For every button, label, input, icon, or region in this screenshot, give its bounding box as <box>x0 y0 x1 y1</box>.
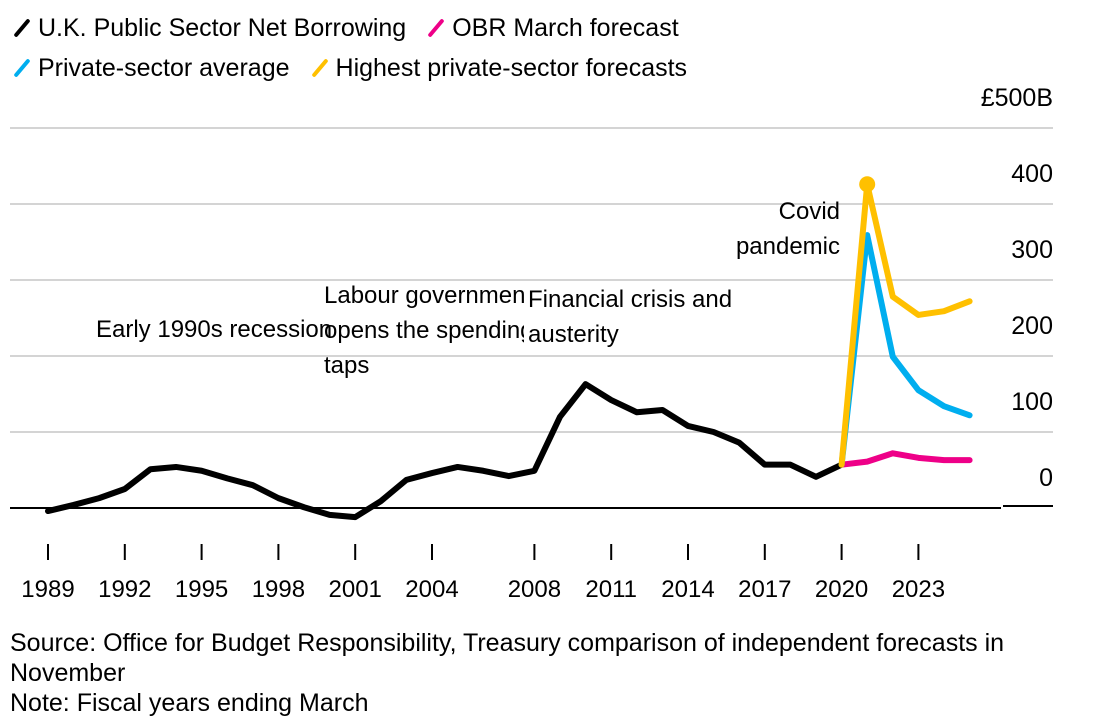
x-tick-label: 2004 <box>405 576 458 603</box>
series-line-1 <box>838 450 973 468</box>
series-marker <box>859 176 876 193</box>
y-tick-label: £500B <box>981 84 1053 112</box>
series-line-3 <box>838 181 973 468</box>
x-tick-label: 2001 <box>329 576 382 603</box>
legend-label: Private-sector average <box>38 53 290 82</box>
legend-label: Highest private-sector forecasts <box>335 53 688 82</box>
legend-item-obr: OBR March forecast <box>426 13 679 43</box>
series-line-0 <box>45 381 845 521</box>
annotation-labour: Labour government opens the spending tap… <box>324 282 534 379</box>
legend-item-borrowing: U.K. Public Sector Net Borrowing <box>12 14 406 43</box>
annotation-recession: Early 1990s recession <box>96 316 333 343</box>
x-tick-label: 1995 <box>175 576 228 603</box>
x-tick-label: 1998 <box>252 576 305 603</box>
legend-item-highest: Highest private-sector forecasts <box>310 53 688 83</box>
x-tick-label: 2014 <box>661 576 714 603</box>
x-tick-label: 2017 <box>738 576 791 603</box>
y-tick-label: 100 <box>1011 388 1053 416</box>
x-tick-label: 1989 <box>21 576 74 603</box>
annotation-covid: Covid pandemic <box>735 198 840 260</box>
y-tick-label: 300 <box>1011 236 1053 264</box>
chart-footer: Source: Office for Budget Responsibility… <box>10 628 1095 718</box>
y-tick-label: 400 <box>1011 160 1053 188</box>
note-text: Note: Fiscal years ending March <box>10 689 369 717</box>
y-tick-label: 0 <box>1039 464 1053 492</box>
x-tick-label: 2020 <box>815 576 868 603</box>
series-line-2 <box>838 232 973 468</box>
legend: U.K. Public Sector Net Borrowing OBR Mar… <box>12 8 707 88</box>
x-tick-label: 2008 <box>508 576 561 603</box>
source-text: Source: Office for Budget Responsibility… <box>10 629 1005 687</box>
legend-item-private-average: Private-sector average <box>12 54 290 83</box>
x-tick-label: 1992 <box>98 576 151 603</box>
legend-label: OBR March forecast <box>452 13 679 42</box>
legend-label: U.K. Public Sector Net Borrowing <box>38 13 407 42</box>
annotation-financial-crisis: Financial crisis and austerity <box>524 282 778 352</box>
y-tick-label: 200 <box>1011 312 1053 340</box>
x-tick-label: 2011 <box>585 576 637 603</box>
x-tick-label: 2023 <box>892 576 945 603</box>
